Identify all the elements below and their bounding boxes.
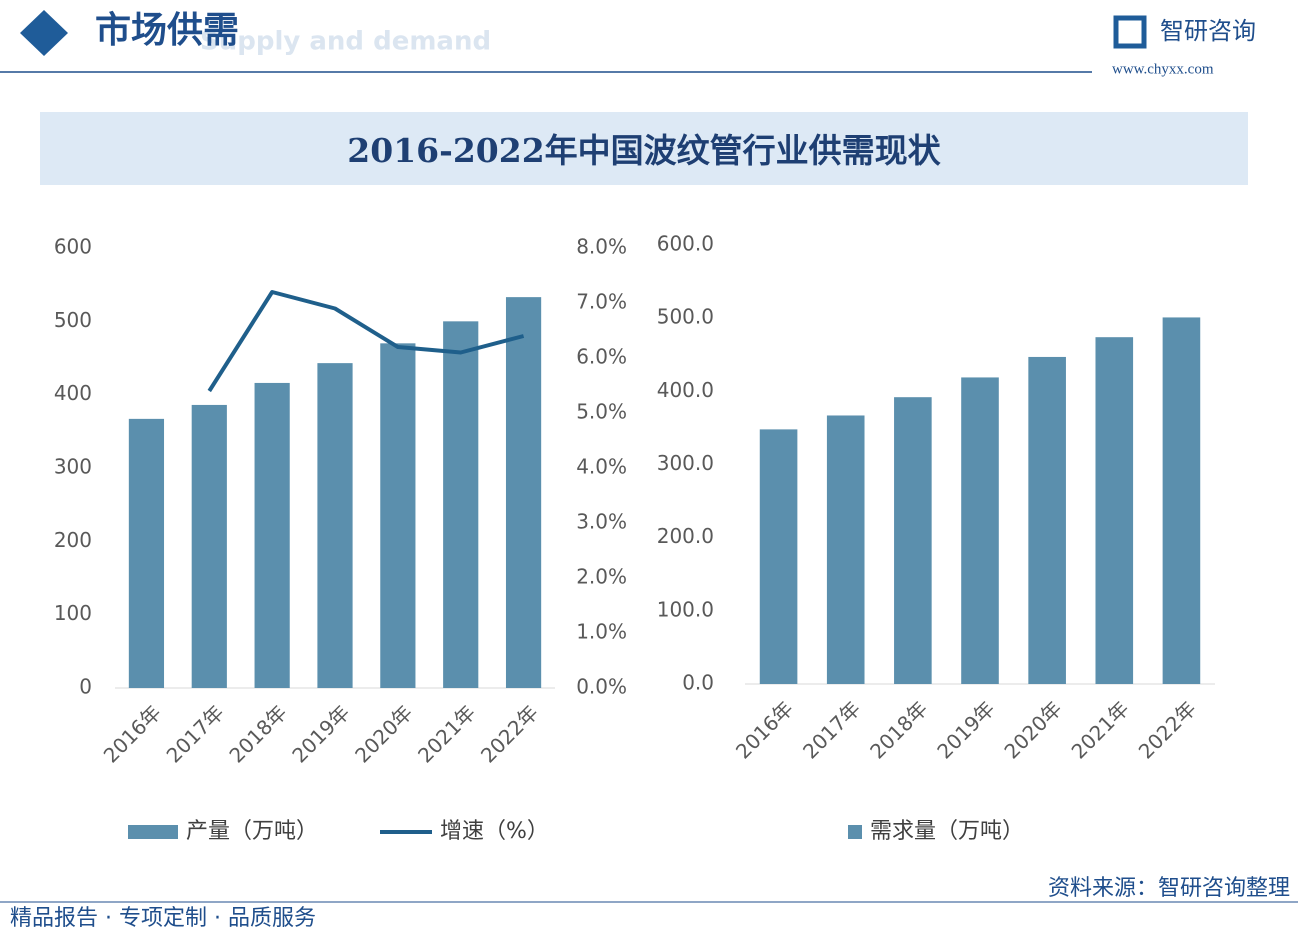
bar — [826, 415, 865, 684]
y2-tick-label: 2.0% — [576, 565, 627, 589]
y-tick-label: 0 — [79, 675, 92, 699]
header-diamond — [20, 10, 68, 56]
y-tick-label: 0.0 — [682, 671, 714, 695]
bar — [505, 297, 542, 688]
y-tick-label: 200 — [54, 528, 92, 552]
legend-label: 产量（万吨） — [186, 819, 318, 844]
brand-name: 智研咨询 — [1160, 17, 1256, 45]
bar — [1162, 317, 1201, 684]
y2-tick-label: 7.0% — [576, 290, 627, 314]
bar — [443, 321, 479, 688]
y2-tick-label: 1.0% — [576, 620, 627, 644]
bar — [894, 397, 932, 684]
line-series — [207, 290, 525, 393]
header-title: 市场供需 — [95, 10, 239, 51]
bar — [759, 429, 798, 684]
y-tick-label: 600.0 — [657, 232, 714, 256]
bar — [1028, 356, 1066, 684]
y2-tick-label: 4.0% — [576, 455, 627, 479]
bar — [1095, 337, 1134, 684]
y-tick-label: 500 — [54, 308, 92, 332]
chart-title: 2016-2022年中国波纹管行业供需现状 — [347, 131, 941, 170]
y2-tick-label: 5.0% — [576, 400, 627, 424]
footer-slogan: 精品报告 · 专项定制 · 品质服务 — [10, 906, 316, 931]
y-tick-label: 600 — [54, 235, 92, 259]
y2-tick-label: 6.0% — [576, 345, 627, 369]
brand-url: www.chyxx.com — [1112, 61, 1214, 77]
bar — [961, 377, 999, 684]
y2-tick-label: 8.0% — [576, 235, 627, 259]
bar — [128, 418, 165, 688]
y2-tick-label: 0.0% — [576, 675, 627, 699]
legend-label: 需求量（万吨） — [870, 819, 1024, 844]
y2-tick-label: 3.0% — [576, 510, 627, 534]
y-tick-label: 400 — [54, 381, 92, 405]
source-note: 资料来源：智研咨询整理 — [1048, 876, 1290, 901]
y-tick-label: 100.0 — [657, 597, 714, 621]
y-tick-label: 400.0 — [657, 378, 714, 402]
legend-swatch — [128, 825, 178, 839]
bar — [380, 343, 416, 688]
title-band — [40, 112, 1248, 185]
y-tick-label: 300 — [54, 455, 92, 479]
header-subtitle: Supply and demand — [200, 27, 491, 57]
y-tick-label: 200.0 — [657, 524, 714, 548]
logo-icon — [1113, 15, 1147, 49]
legend-swatch — [848, 825, 862, 839]
bar — [254, 382, 290, 688]
brand-logo: 智研咨询 www.chyxx.com — [1112, 15, 1256, 77]
y-tick-label: 500.0 — [657, 305, 714, 329]
legend-label: 增速（%） — [440, 819, 549, 844]
bar — [317, 363, 353, 688]
y-tick-label: 100 — [54, 601, 92, 625]
y-tick-label: 300.0 — [657, 451, 714, 475]
bar — [191, 404, 227, 688]
